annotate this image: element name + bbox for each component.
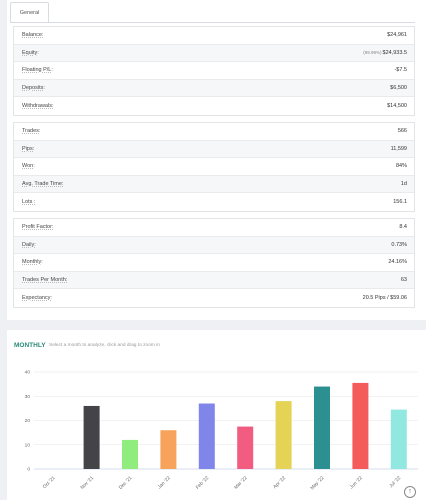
stat-value-text: 11,599 [390, 145, 407, 152]
stat-value: 11,599 [391, 146, 407, 152]
stat-label[interactable]: Trades Per Month: [22, 277, 68, 284]
y-tick-label: 40 [25, 370, 31, 376]
stat-value: 8.4 [399, 224, 407, 230]
stat-row: Trades: 566 [14, 123, 414, 141]
stat-label[interactable]: Avg. Trade Time: [22, 181, 64, 188]
stat-row: Balance: $24,961 [14, 27, 414, 45]
stat-label[interactable]: Profit Factor: [22, 224, 54, 231]
stat-value-text: 1d [400, 181, 407, 188]
stat-row: Won: 84% [14, 158, 414, 176]
stat-value-text: $6,500 [390, 85, 407, 92]
stat-value-text: 8.4 [399, 224, 407, 231]
stat-value: 24.16% [388, 259, 407, 265]
stat-label[interactable]: Won: [22, 163, 35, 170]
stat-value: 63 [401, 277, 407, 283]
chart-bar[interactable] [83, 405, 100, 469]
x-tick-label: Jul '22 [388, 475, 402, 489]
stat-value: $24,961 [387, 32, 407, 38]
stat-value: 566 [398, 128, 407, 134]
y-tick-label: 0 [27, 467, 30, 473]
monthly-title: MONTHLY [14, 342, 46, 349]
chart-bar[interactable] [314, 386, 330, 469]
stat-value-text: 156.1 [393, 199, 407, 206]
chart-bar[interactable] [160, 430, 177, 469]
stat-row: Daily: 0.73% [14, 236, 414, 255]
stat-value: 1d [401, 181, 407, 187]
x-tick-label: Nov '21 [79, 475, 95, 491]
x-tick-label: Apr '22 [272, 475, 287, 490]
chart-bar[interactable] [390, 409, 407, 469]
x-tick-label: Oct '21 [42, 475, 57, 490]
stat-value: -$7.5 [394, 67, 407, 73]
chart-bar[interactable] [122, 439, 138, 469]
stat-label[interactable]: Balance: [22, 32, 44, 39]
stat-value-text: 0.73% [391, 241, 407, 248]
y-tick-label: 30 [25, 394, 31, 400]
stat-value-text: $24,961 [387, 32, 407, 39]
x-tick-label: Dec '21 [118, 475, 134, 491]
stat-label[interactable]: Floating P/L: [22, 67, 53, 74]
stat-value-text: 20.5 Pips / $59.06 [362, 295, 407, 302]
stat-value-text: 84% [395, 163, 407, 170]
stat-row: Lots : 156.1 [14, 193, 414, 211]
stat-label[interactable]: Trades: [22, 128, 41, 135]
stat-label[interactable]: Daily: [22, 241, 36, 248]
stat-row: Monthly: 24.16% [14, 254, 414, 272]
stat-value-text: 566 [397, 128, 407, 135]
stat-label[interactable]: Pips: [22, 145, 35, 152]
stat-row: Avg. Trade Time: 1d [14, 175, 414, 194]
stat-label[interactable]: Lots : [22, 199, 36, 206]
stat-value: $6,500 [390, 85, 407, 91]
x-tick-label: Feb '22 [195, 475, 211, 491]
stat-value-text: $24,933.5 [382, 49, 407, 56]
stat-row: Pips: 11,599 [14, 140, 414, 159]
stat-row: Deposits: $6,500 [14, 79, 414, 98]
stat-row: Withdrawals: $14,500 [14, 97, 414, 115]
y-tick-label: 20 [25, 418, 31, 424]
stat-value: 0.73% [391, 242, 407, 248]
stat-label[interactable]: Equity: [22, 49, 39, 56]
monthly-hint: Select a month to analyze, click and dra… [49, 343, 160, 348]
x-tick-label: May '22 [309, 475, 325, 491]
stats-group-balance: Balance: $24,961 Equity: (99.99%)$24,933.5 F… [13, 26, 415, 116]
y-tick-label: 10 [25, 442, 31, 448]
tab-divider [10, 22, 415, 23]
stat-value-text: $14,500 [387, 103, 407, 110]
stat-value-text: 63 [400, 277, 407, 284]
stat-value: (99.99%)$24,933.5 [363, 50, 407, 56]
chart-bar[interactable] [237, 426, 254, 469]
stat-row: Floating P/L: -$7.5 [14, 62, 414, 80]
stat-value: 84% [396, 163, 407, 169]
monthly-panel: MONTHLY Select a month to analyze, click… [7, 330, 426, 500]
stat-row: Profit Factor: 8.4 [14, 219, 414, 237]
stat-label[interactable]: Deposits: [22, 85, 45, 92]
stat-row: Expectancy: 20.5 Pips / $59.06 [14, 289, 414, 307]
x-tick-label: Mar '22 [233, 475, 249, 491]
stat-row: Equity: (99.99%)$24,933.5 [14, 44, 414, 63]
stat-label[interactable]: Withdrawals: [22, 103, 54, 110]
stat-label[interactable]: Monthly: [22, 259, 43, 266]
stat-value: $14,500 [387, 103, 407, 109]
stats-group-trades: Trades: 566 Pips: 11,599 Won: 84% Avg. Trade T… [13, 122, 415, 212]
chart-bar[interactable] [352, 382, 369, 469]
stat-value: 156.1 [393, 199, 407, 205]
stat-label[interactable]: Expectancy: [22, 295, 52, 302]
scroll-top-icon[interactable]: ↑ [404, 486, 416, 498]
stat-value: 20.5 Pips / $59.06 [363, 295, 407, 301]
stat-value-text: -$7.5 [394, 67, 407, 74]
x-tick-label: Jan '22 [157, 475, 172, 490]
x-tick-label: Jun '22 [349, 475, 364, 490]
stat-row: Trades Per Month: 63 [14, 271, 414, 290]
stat-value-prefix: (99.99%) [363, 49, 382, 55]
chart-bar[interactable] [198, 403, 215, 469]
tab-general[interactable]: General [10, 2, 49, 22]
chart-bar[interactable] [275, 401, 292, 469]
stat-value-text: 24.16% [388, 259, 407, 266]
monthly-bar-chart[interactable]: 0 10 20 30 40 Oct '21 Nov '21 Dec '21 Jan '22 Feb… [7, 360, 426, 500]
stats-group-performance: Profit Factor: 8.4 Daily: 0.73% Monthly: 24.1… [13, 218, 415, 308]
